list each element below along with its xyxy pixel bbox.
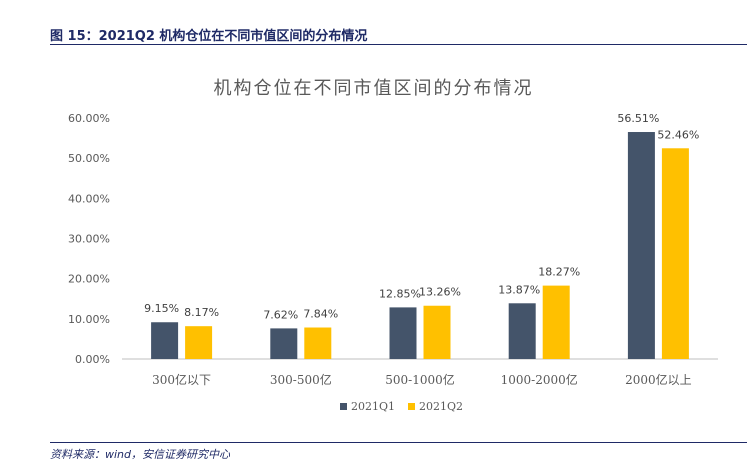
bar-2021q1 xyxy=(627,132,655,359)
x-category-label: 2000亿以上 xyxy=(625,372,692,387)
figure-header: 图 15：2021Q2 机构仓位在不同市值区间的分布情况 xyxy=(0,0,747,45)
bar-2021q2 xyxy=(304,327,332,359)
data-label: 12.85% xyxy=(379,287,421,300)
y-tick-label: 40.00% xyxy=(68,192,110,205)
data-label: 13.26% xyxy=(419,286,461,299)
data-label: 8.17% xyxy=(184,306,219,319)
y-tick-label: 0.00% xyxy=(75,353,110,366)
data-label: 7.84% xyxy=(303,308,338,321)
data-label: 18.27% xyxy=(538,266,580,279)
y-tick-label: 60.00% xyxy=(68,112,110,125)
legend-label: 2021Q1 xyxy=(351,400,395,413)
bar-2021q2 xyxy=(185,326,213,359)
bar-2021q1 xyxy=(270,328,298,359)
bar-2021q1 xyxy=(508,303,536,359)
source-rule xyxy=(50,442,747,443)
data-label: 9.15% xyxy=(144,302,179,315)
caption-rule xyxy=(50,44,747,45)
figure-caption: 图 15：2021Q2 机构仓位在不同市值区间的分布情况 xyxy=(50,29,368,44)
bar-chart: 0.00% 10.00% 20.00% 30.00% 40.00% 50.00% 60.00… xyxy=(68,112,718,413)
bar-2021q2 xyxy=(423,305,451,359)
y-tick-label: 20.00% xyxy=(68,273,110,286)
y-tick-label: 30.00% xyxy=(68,233,110,246)
legend-swatch xyxy=(340,403,347,410)
x-category-label: 300亿以下 xyxy=(152,372,211,387)
y-tick-label: 50.00% xyxy=(68,152,110,165)
x-category-label: 500-1000亿 xyxy=(385,372,455,387)
bar-2021q2 xyxy=(542,285,570,359)
y-tick-label: 10.00% xyxy=(68,313,110,326)
data-label: 7.62% xyxy=(263,308,298,321)
bar-2021q1 xyxy=(389,307,417,359)
chart-area: 机构仓位在不同市值区间的分布情况 0.00% 10.00% 20.00% 30.00%… xyxy=(0,50,747,435)
data-label: 52.46% xyxy=(657,128,699,141)
x-category-label: 1000-2000亿 xyxy=(501,372,578,387)
legend-label: 2021Q2 xyxy=(419,400,463,413)
chart-title: 机构仓位在不同市值区间的分布情况 xyxy=(213,78,534,99)
x-category-label: 300-500亿 xyxy=(270,372,332,387)
bar-2021q1 xyxy=(151,322,179,359)
source-note: 资料来源：wind，安信证券研究中心 xyxy=(50,448,231,461)
data-label: 13.87% xyxy=(498,283,540,296)
bar-2021q2 xyxy=(661,148,689,359)
legend-swatch xyxy=(408,403,415,410)
data-label: 56.51% xyxy=(617,112,659,125)
